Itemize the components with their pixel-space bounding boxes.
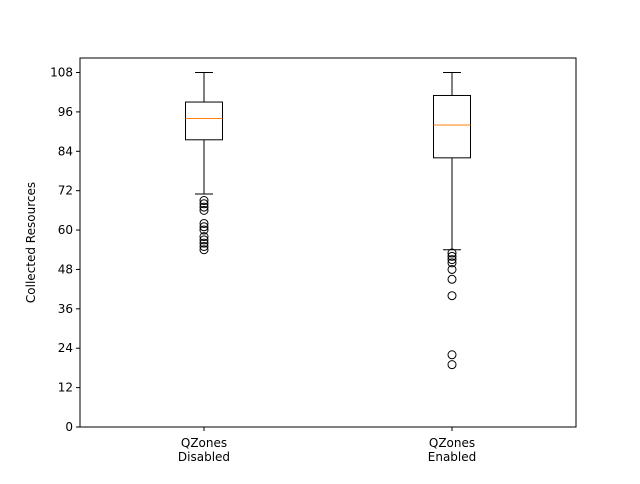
outlier-point — [199, 235, 209, 245]
x-tick-label-line: Enabled — [428, 450, 477, 464]
outlier-point — [199, 232, 209, 242]
iqr-box — [433, 94, 471, 159]
box-series — [185, 72, 471, 370]
box-group — [185, 72, 223, 255]
outlier-point — [447, 350, 457, 360]
iqr-box — [185, 101, 223, 141]
y-tick-label: 60 — [58, 223, 73, 237]
y-tick-label: 36 — [58, 302, 73, 316]
y-tick-label: 72 — [58, 184, 73, 198]
outlier-point — [447, 248, 457, 258]
outlier-point — [447, 291, 457, 301]
y-tick-label: 24 — [58, 341, 73, 355]
x-tick-label: QZones Disabled — [178, 436, 230, 464]
x-tick-label-line: QZones — [429, 436, 475, 450]
outlier-point — [199, 218, 209, 228]
outlier-point — [199, 205, 209, 215]
y-tick-label: 0 — [65, 420, 73, 434]
outlier-point — [199, 199, 209, 209]
outlier-point — [199, 245, 209, 255]
outlier-point — [199, 196, 209, 206]
outlier-point — [447, 264, 457, 274]
box-group — [433, 72, 471, 370]
y-tick-label: 96 — [58, 105, 73, 119]
y-tick-label: 108 — [50, 66, 73, 80]
y-tick-label: 84 — [58, 144, 73, 158]
outlier-point — [199, 225, 209, 235]
y-axis: 0 12 24 36 48 60 72 84 96 108 — [50, 66, 80, 434]
outlier-point — [199, 202, 209, 212]
x-tick-label: QZones Enabled — [428, 436, 477, 464]
y-tick-label: 12 — [58, 381, 73, 395]
outlier-point — [199, 222, 209, 232]
x-tick-label-line: Disabled — [178, 450, 230, 464]
outlier-point — [447, 274, 457, 284]
x-tick-label-line: QZones — [181, 436, 227, 450]
outlier-point — [447, 258, 457, 268]
y-axis-label: Collected Resources — [24, 182, 38, 303]
outlier-point — [199, 241, 209, 251]
y-tick-label: 48 — [58, 262, 73, 276]
plot-area — [79, 57, 577, 428]
outlier-point — [447, 360, 457, 370]
outlier-point — [199, 238, 209, 248]
outlier-point — [447, 255, 457, 265]
outlier-point — [447, 251, 457, 261]
